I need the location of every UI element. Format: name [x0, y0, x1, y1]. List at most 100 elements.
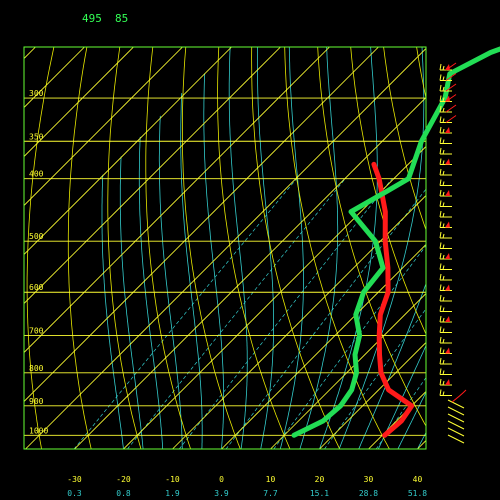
wind-barb — [439, 158, 452, 165]
wind-barb — [439, 73, 457, 81]
mixing-ratio-label: 1.9 — [165, 489, 180, 498]
dewpoint-profile — [291, 46, 500, 438]
moist-adiabat — [279, 47, 304, 449]
temperature-tick-label: 40 — [413, 475, 423, 484]
wind-barb — [439, 357, 452, 365]
pressure-label: 350 — [29, 132, 44, 141]
wind-barbs — [439, 62, 467, 444]
temperature-tick-label: -10 — [165, 475, 180, 484]
isotherm — [24, 47, 281, 305]
pressure-label: 400 — [29, 170, 44, 179]
isotherm — [221, 243, 426, 449]
moist-adiabat — [158, 115, 183, 449]
pressure-label: 500 — [29, 232, 44, 241]
isotherm — [24, 47, 330, 354]
mixing-ratio-line — [127, 178, 346, 449]
isotherm — [270, 292, 426, 449]
pressure-label: 900 — [29, 397, 44, 406]
wind-barb — [439, 115, 457, 123]
axis-labels: 300 350 400 500 600 700 800 900 1000 -30 -20 -10 0 10… — [29, 89, 427, 498]
mixing-ratio-label: 28.8 — [359, 489, 378, 498]
mixing-ratio-line — [73, 178, 297, 449]
pressure-label: 300 — [29, 89, 44, 98]
moist-adiabat — [338, 47, 425, 449]
wind-barb — [439, 273, 452, 281]
wind-barb — [439, 231, 452, 239]
wind-barb — [439, 389, 452, 396]
moist-adiabat — [180, 93, 203, 449]
moist-adiabat — [256, 47, 275, 449]
dry-adiabat — [26, 47, 55, 449]
dry-adiabat — [350, 47, 426, 335]
isotherm — [172, 194, 426, 449]
mixing-ratio-line — [324, 308, 426, 449]
sounding-profiles — [291, 46, 500, 438]
mixing-ratio-label: 51.8 — [408, 489, 427, 498]
temperature-tick-label: 0 — [219, 475, 224, 484]
dry-adiabat — [145, 47, 192, 449]
mixing-ratio-line — [225, 188, 426, 449]
wind-barb — [439, 147, 452, 155]
sounding-hour: 85 — [115, 12, 128, 25]
temperature-tick-label: -20 — [116, 475, 131, 484]
moist-adiabat — [101, 174, 124, 449]
wind-barb — [439, 242, 452, 249]
dry-adiabat — [107, 47, 142, 449]
wind-barb — [439, 200, 452, 207]
isotherm — [25, 47, 426, 449]
temperature-profile — [371, 161, 415, 438]
dry-adiabat — [251, 47, 341, 449]
dry-adiabat — [383, 47, 426, 231]
dry-adiabat — [284, 47, 390, 449]
wind-barb — [439, 210, 452, 218]
wind-barb-cluster — [447, 389, 467, 444]
isotherm — [24, 47, 232, 256]
mixing-ratio-label: 7.7 — [263, 489, 278, 498]
wind-barb — [439, 126, 452, 134]
plot-frame — [23, 46, 427, 450]
dry-adiabat — [217, 47, 291, 449]
isotherm — [24, 47, 134, 158]
wind-barb — [439, 378, 452, 386]
wind-barb — [439, 263, 452, 270]
moist-adiabat — [299, 47, 339, 449]
isotherm — [74, 96, 426, 449]
pressure-label: 800 — [29, 364, 44, 373]
wind-barb — [439, 62, 457, 71]
wind-barb — [439, 368, 452, 375]
temperature-tick-label: 30 — [364, 475, 374, 484]
wind-barb — [439, 137, 452, 144]
wind-barb — [439, 336, 452, 344]
wind-barb — [439, 179, 452, 186]
mixing-ratio-label: 0.8 — [116, 489, 131, 498]
moist-adiabat — [119, 156, 144, 449]
wind-barb — [439, 294, 452, 302]
temperature-tick-label: 20 — [315, 475, 325, 484]
moist-adiabat — [358, 282, 426, 449]
dry-adiabat — [317, 47, 426, 427]
moist-adiabat — [138, 136, 164, 449]
wind-barb — [439, 326, 452, 333]
wind-barb — [439, 315, 452, 323]
wind-barb — [439, 284, 452, 291]
station-number: 495 — [82, 12, 102, 25]
wind-barb — [439, 104, 457, 113]
isotherm — [24, 47, 183, 207]
wind-barb — [439, 305, 452, 312]
wind-barb — [439, 347, 452, 354]
mixing-ratio-line — [375, 376, 426, 449]
wind-barb — [439, 83, 457, 92]
moist-adiabat — [377, 344, 426, 449]
wind-barb — [439, 189, 452, 197]
temperature-tick-label: 10 — [266, 475, 276, 484]
isotherm — [24, 47, 379, 403]
mixing-ratio-label: 3.9 — [214, 489, 229, 498]
dry-adiabat — [67, 47, 92, 449]
wind-barb — [439, 252, 452, 260]
isotherm — [123, 145, 426, 449]
moist-adiabat — [228, 47, 248, 449]
moist-adiabat — [397, 391, 426, 449]
moist-adiabat — [203, 73, 225, 449]
wind-barb — [439, 94, 457, 102]
temperature-tick-label: -30 — [67, 475, 82, 484]
